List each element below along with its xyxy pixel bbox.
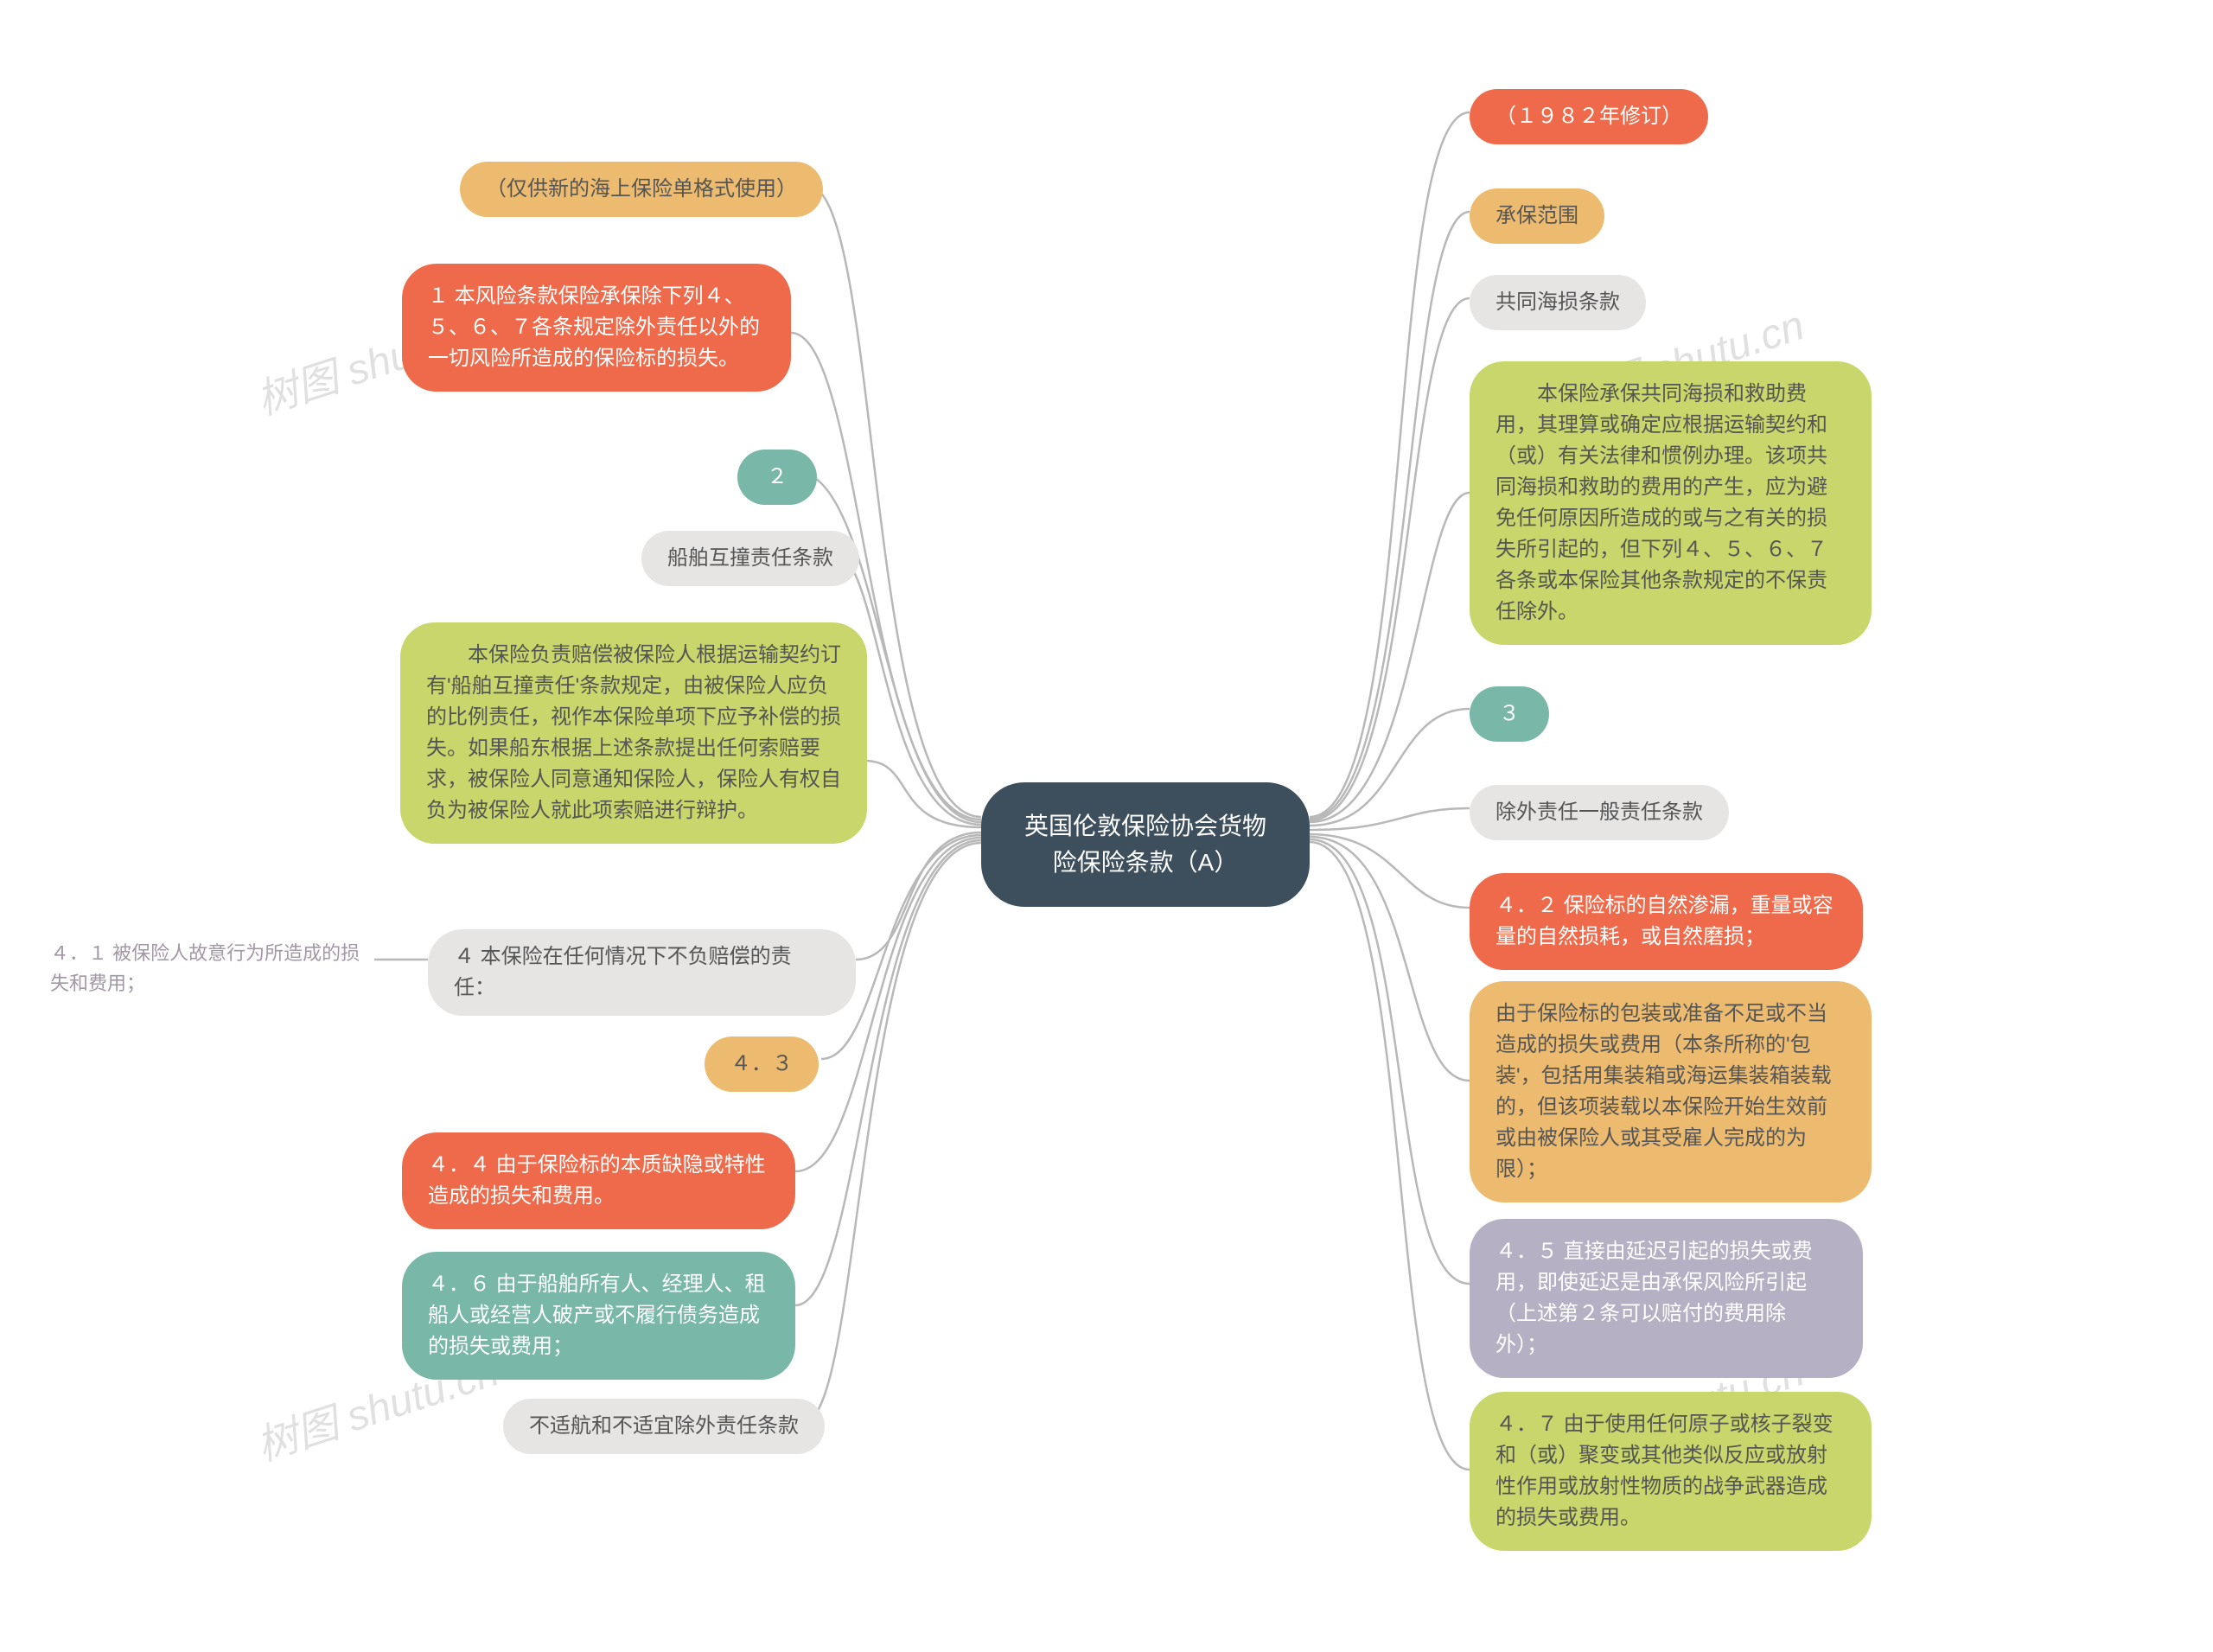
node-unseaworthiness: 不适航和不适宜除外责任条款 (503, 1399, 825, 1454)
node-clause-4-2: ４．２ 保险标的自然渗漏，重量或容量的自然损耗，或自然磨损； (1470, 873, 1863, 970)
center-node: 英国伦敦保险协会货物险保险条款（A） (981, 782, 1310, 907)
node-clause-2: ２ (737, 450, 817, 505)
node-collision-liability-body: 本保险负责赔偿被保险人根据运输契约订有'船舶互撞责任'条款规定，由被保险人应负的… (400, 622, 867, 844)
node-clause-3: ３ (1470, 686, 1549, 742)
node-packaging: 由于保险标的包装或准备不足或不当造成的损失或费用（本条所称的'包装'，包括用集装… (1470, 981, 1872, 1202)
node-1982-revision: （１９８２年修订） (1470, 89, 1708, 144)
node-clause-4-7: ４．７ 由于使用任何原子或核子裂变和（或）聚变或其他类似反应或放射性作用或放射性… (1470, 1392, 1872, 1551)
node-collision-liability-heading: 船舶互撞责任条款 (641, 531, 859, 586)
node-clause-4-4: ４．４ 由于保险标的本质缺隐或特性造成的损失和费用。 (402, 1132, 795, 1229)
node-clause-4-heading: ４ 本保险在任何情况下不负赔偿的责任： (428, 929, 856, 1016)
node-clause-4-3: ４．３ (705, 1036, 819, 1092)
node-exclusions-general: 除外责任一般责任条款 (1470, 785, 1729, 840)
node-ga-body: 本保险承保共同海损和救助费用，其理算或确定应根据运输契约和（或）有关法律和惯例办… (1470, 361, 1872, 645)
node-clause-4-6: ４．６ 由于船舶所有人、经理人、租船人或经营人破产或不履行债务造成的损失或费用； (402, 1252, 795, 1380)
node-ga-heading: 共同海损条款 (1470, 275, 1646, 330)
node-clause-1: １ 本风险条款保险承保除下列４、５、６、７各条规定除外责任以外的一切风险所造成的… (402, 264, 791, 392)
node-clause-4-5: ４．５ 直接由延迟引起的损失或费用，即使延迟是由承保风险所引起（上述第２条可以赔… (1470, 1219, 1863, 1378)
node-new-marine-format: （仅供新的海上保险单格式使用） (460, 162, 823, 217)
node-clause-4-1: ４．１ 被保险人故意行为所造成的损失和费用； (50, 938, 374, 998)
node-coverage: 承保范围 (1470, 188, 1604, 244)
